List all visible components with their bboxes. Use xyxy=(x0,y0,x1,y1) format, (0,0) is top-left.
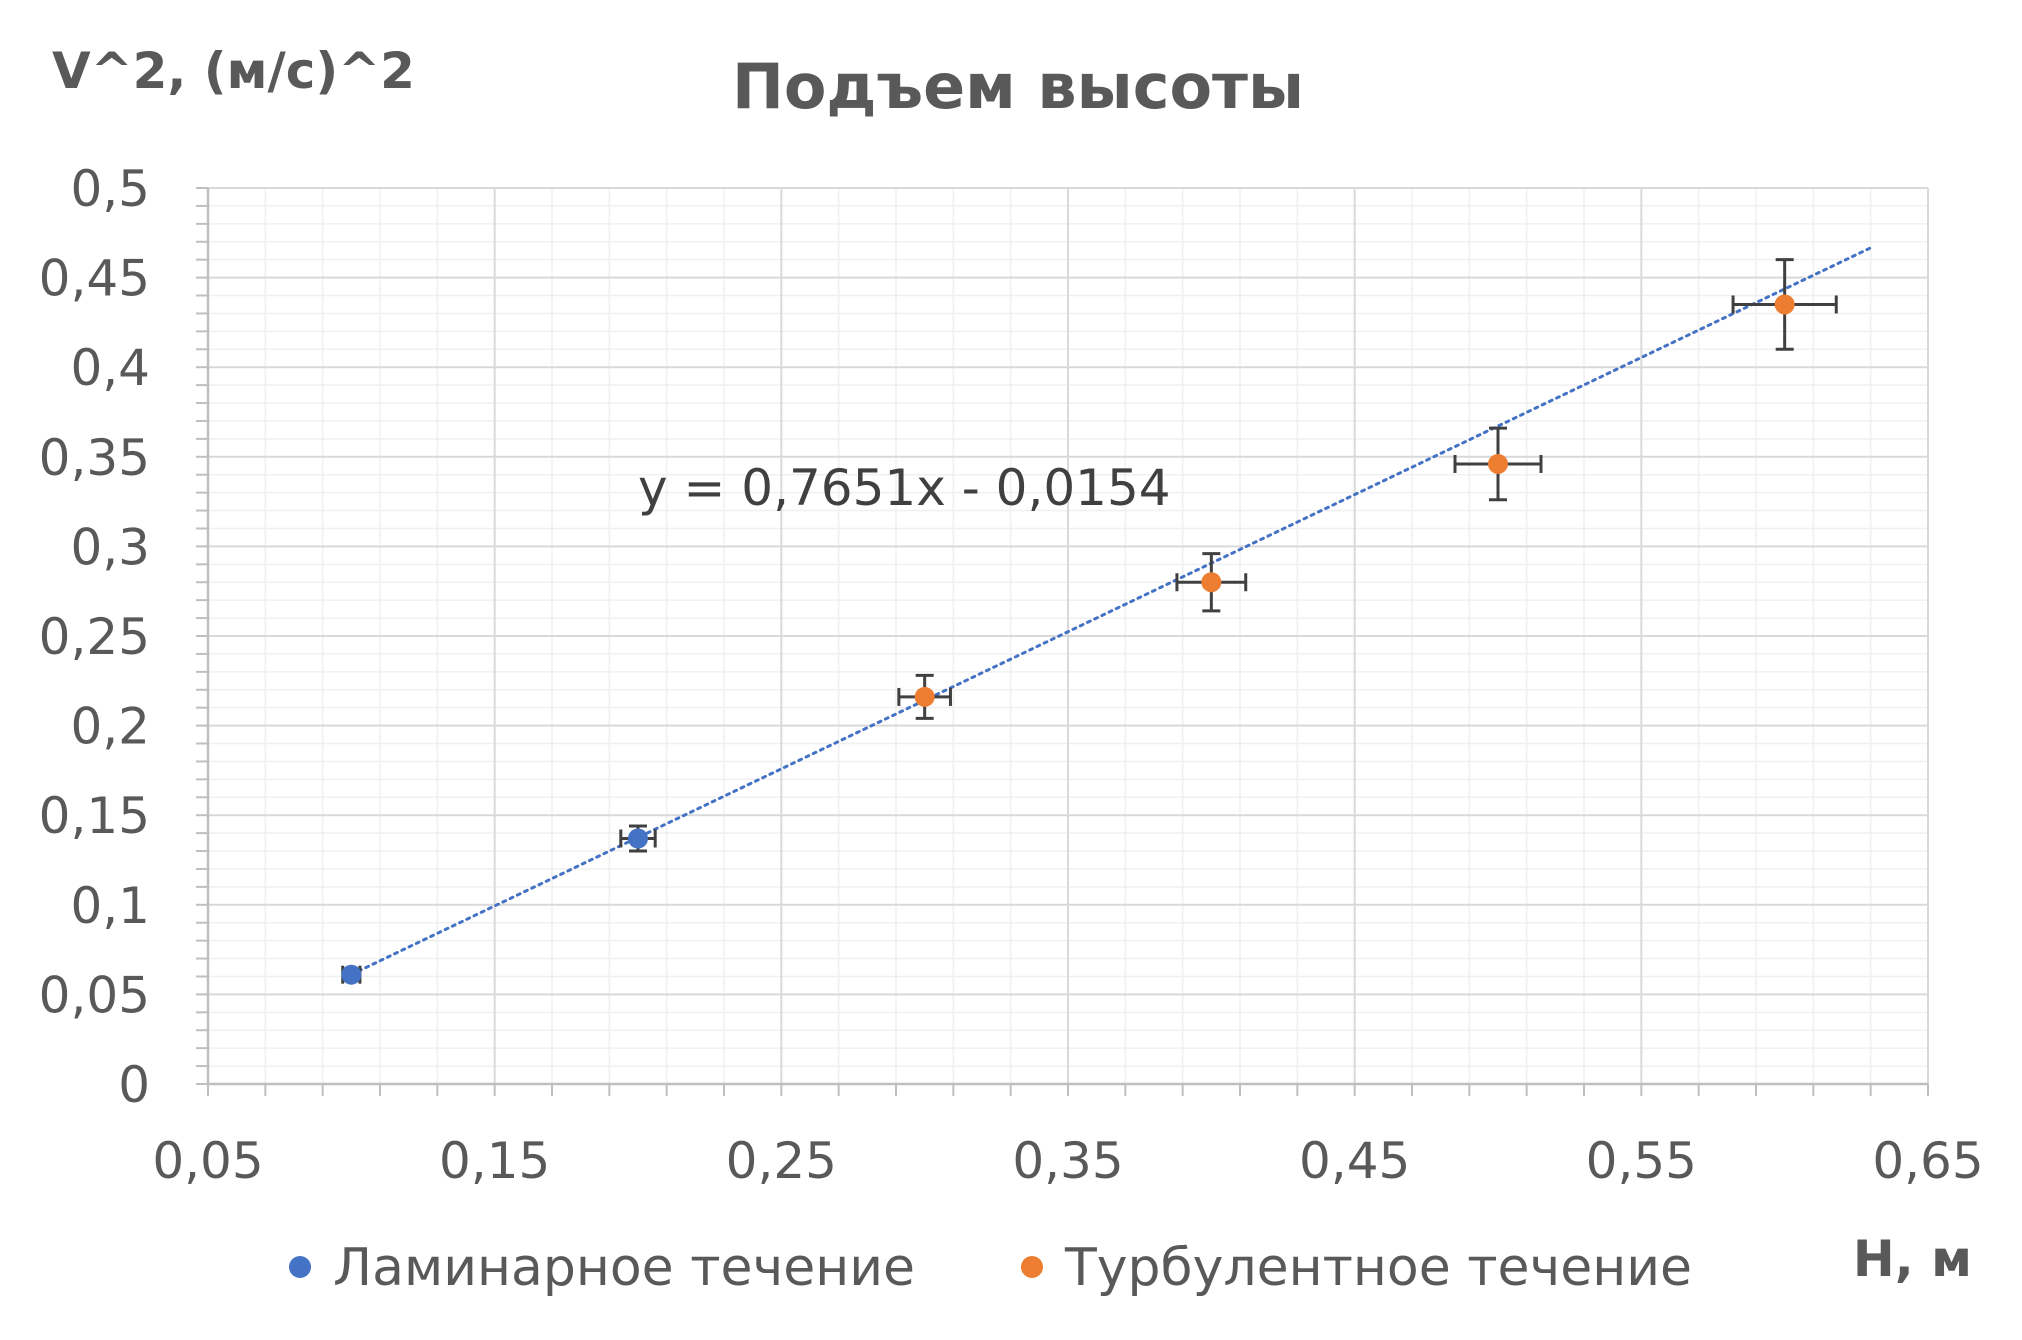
data-point-group xyxy=(341,964,362,985)
legend: Ламинарное течение Турбулентное течение xyxy=(289,1238,1692,1298)
y-tick-label: 0,1 xyxy=(70,877,150,935)
data-point-group xyxy=(619,824,657,853)
y-tick-label: 0,35 xyxy=(39,429,150,487)
y-tick-label: 0,4 xyxy=(70,339,150,397)
grid xyxy=(207,187,1929,1085)
tick-labels: 0,05 0,15 0,25 0,35 0,45 0,55 0,6500,050,10,15… xyxy=(39,160,1984,1190)
x-tick-label: 0,35 xyxy=(1012,1132,1123,1190)
x-tick-label: 0,45 xyxy=(1299,1132,1410,1190)
y-tick-label: 0,15 xyxy=(39,787,150,845)
y-tick-label: 0 xyxy=(118,1056,150,1114)
trendline-equation: y = 0,7651x - 0,0154 xyxy=(638,459,1171,517)
legend-label-turbulent: Турбулентное течение xyxy=(1064,1238,1692,1298)
data-point-group xyxy=(1175,552,1248,613)
x-tick-label: 0,55 xyxy=(1586,1132,1697,1190)
data-point xyxy=(914,686,935,707)
data-point xyxy=(341,964,362,985)
data-point-group xyxy=(1731,258,1838,351)
y-tick-label: 0,25 xyxy=(39,608,150,666)
chart-title: Подъем высоты xyxy=(732,50,1304,123)
marks-layer xyxy=(341,258,1838,985)
x-tick-label: 0,05 xyxy=(152,1132,263,1190)
trendline-layer xyxy=(349,246,1873,976)
legend-label-laminar: Ламинарное течение xyxy=(333,1238,915,1298)
y-axis-title: V^2, (м/с)^2 xyxy=(52,42,415,100)
data-point-group xyxy=(897,673,952,720)
data-point xyxy=(628,828,648,849)
legend-marker-turbulent xyxy=(1021,1256,1043,1278)
legend-marker-laminar xyxy=(289,1256,311,1278)
data-point xyxy=(1488,453,1508,474)
data-point-group xyxy=(1453,426,1543,502)
y-tick-label: 0,45 xyxy=(39,250,150,308)
trendline xyxy=(349,246,1873,976)
y-tick-label: 0,5 xyxy=(70,160,150,218)
x-tick-label: 0,15 xyxy=(439,1132,550,1190)
y-tick-label: 0,3 xyxy=(70,518,150,576)
y-tick-label: 0,2 xyxy=(70,698,150,756)
x-axis-title: H, м xyxy=(1853,1230,1972,1288)
axes xyxy=(196,187,1929,1096)
data-point xyxy=(1201,572,1222,593)
data-point xyxy=(1774,294,1795,315)
x-tick-label: 0,25 xyxy=(726,1132,837,1190)
y-tick-label: 0,05 xyxy=(39,966,150,1024)
x-tick-label: 0,65 xyxy=(1872,1132,1983,1190)
